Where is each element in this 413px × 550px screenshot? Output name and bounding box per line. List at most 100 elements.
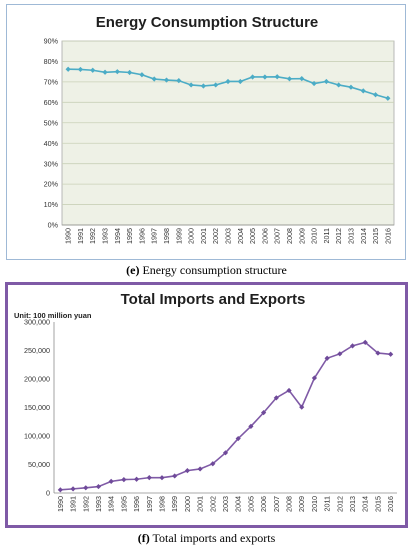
y-tick-label: 60% xyxy=(44,98,59,107)
x-tick-label: 2004 xyxy=(234,496,243,512)
y-tick-label: 200,000 xyxy=(24,375,50,384)
trade-chart-unit-label: Unit: 100 million yuan xyxy=(14,311,92,320)
x-tick-label: 2016 xyxy=(386,496,395,512)
data-point xyxy=(249,74,256,80)
x-tick-label: 2012 xyxy=(335,496,344,512)
x-tick-label: 2006 xyxy=(260,228,269,244)
data-point xyxy=(273,395,279,401)
energy-caption-text: Energy consumption structure xyxy=(139,263,287,277)
x-tick-label: 2001 xyxy=(196,496,205,512)
y-tick-label: 100,000 xyxy=(24,432,50,441)
x-tick-label: 2007 xyxy=(273,228,282,244)
data-point xyxy=(286,387,292,394)
x-tick-label: 2010 xyxy=(310,228,319,244)
data-point xyxy=(235,435,241,442)
y-tick-label: 250,000 xyxy=(24,346,50,355)
y-tick-label: 30% xyxy=(44,159,59,168)
data-point xyxy=(210,461,216,467)
data-point xyxy=(225,78,231,85)
x-tick-label: 2011 xyxy=(323,496,332,511)
x-tick-label: 2011 xyxy=(322,228,331,243)
data-point xyxy=(77,66,84,73)
x-tick-label: 2000 xyxy=(187,228,196,244)
x-tick-label: 1992 xyxy=(81,496,90,512)
x-tick-label: 1994 xyxy=(113,228,122,244)
data-point xyxy=(388,351,394,357)
data-point xyxy=(65,66,71,72)
y-tick-label: 20% xyxy=(44,180,59,189)
energy-chart-caption: (e) Energy consumption structure xyxy=(0,263,413,278)
energy-caption-letter: (e) xyxy=(126,263,140,277)
x-tick-label: 2001 xyxy=(199,228,208,244)
x-tick-label: 1996 xyxy=(137,228,146,244)
data-point xyxy=(108,478,114,484)
data-point xyxy=(200,83,207,89)
data-point xyxy=(274,74,280,80)
x-tick-label: 2010 xyxy=(310,496,319,512)
y-tick-label: 80% xyxy=(44,57,59,66)
x-tick-label: 1993 xyxy=(101,228,110,244)
x-tick-label: 2012 xyxy=(334,228,343,244)
x-tick-label: 2008 xyxy=(285,496,294,512)
x-tick-label: 1994 xyxy=(107,496,116,512)
x-tick-label: 2004 xyxy=(236,228,245,244)
x-tick-label: 1991 xyxy=(76,228,85,244)
data-point xyxy=(337,351,343,357)
y-tick-label: 10% xyxy=(44,200,59,209)
x-tick-label: 2003 xyxy=(224,228,233,244)
x-tick-label: 1999 xyxy=(170,496,179,512)
x-tick-label: 2015 xyxy=(371,228,380,244)
trade-chart-title: Total Imports and Exports xyxy=(121,291,306,308)
x-tick-label: 2014 xyxy=(361,496,370,512)
data-point xyxy=(90,67,96,73)
data-point xyxy=(139,72,145,78)
data-point xyxy=(127,69,133,76)
x-tick-label: 1990 xyxy=(56,496,65,512)
y-tick-label: 150,000 xyxy=(24,403,50,412)
data-point xyxy=(375,350,381,356)
x-tick-label: 2015 xyxy=(373,496,382,512)
x-tick-label: 2003 xyxy=(221,496,230,512)
data-point xyxy=(114,69,120,75)
data-point xyxy=(172,473,178,479)
data-point xyxy=(121,477,127,483)
data-point xyxy=(324,355,330,361)
x-tick-label: 2013 xyxy=(346,228,355,244)
trade-caption-letter: (f) xyxy=(137,531,150,545)
data-point xyxy=(102,69,108,75)
y-tick-label: 90% xyxy=(44,37,59,46)
data-point xyxy=(163,77,170,83)
y-tick-label: 0 xyxy=(46,489,50,498)
data-point xyxy=(151,76,157,82)
x-tick-label: 1993 xyxy=(94,496,103,512)
series-line xyxy=(60,341,391,491)
x-tick-label: 1998 xyxy=(162,228,171,244)
x-tick-label: 1990 xyxy=(64,228,73,244)
data-point xyxy=(184,468,190,474)
x-tick-label: 1991 xyxy=(69,496,78,512)
data-point xyxy=(159,475,165,481)
data-point xyxy=(95,483,102,490)
x-tick-label: 1992 xyxy=(88,228,97,244)
data-point xyxy=(311,80,317,87)
x-tick-label: 2013 xyxy=(348,496,357,512)
x-tick-label: 2005 xyxy=(246,496,255,512)
x-tick-label: 2002 xyxy=(211,228,220,244)
data-point xyxy=(213,82,219,88)
data-point xyxy=(323,78,329,85)
x-tick-label: 2006 xyxy=(259,496,268,512)
data-point xyxy=(385,95,391,101)
y-tick-label: 50% xyxy=(44,118,59,127)
data-point xyxy=(83,485,89,491)
data-point xyxy=(299,76,305,82)
trade-chart-panel: Total Imports and Exports Unit: 100 mill… xyxy=(5,282,408,528)
x-tick-label: 2002 xyxy=(208,496,217,512)
data-point xyxy=(133,476,140,482)
x-tick-label: 1995 xyxy=(119,496,128,512)
x-tick-label: 2014 xyxy=(359,228,368,244)
y-tick-label: 50,000 xyxy=(28,460,50,469)
y-tick-label: 300,000 xyxy=(24,318,50,327)
trade-chart-svg: Total Imports and Exports Unit: 100 mill… xyxy=(14,291,397,512)
data-point xyxy=(237,78,243,85)
x-tick-label: 2009 xyxy=(297,228,306,244)
